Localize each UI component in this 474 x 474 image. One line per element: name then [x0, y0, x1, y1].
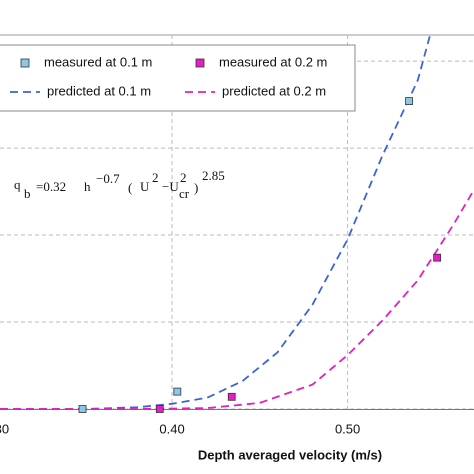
legend-label: predicted at 0.2 m: [222, 83, 326, 98]
x-tick-label: 0.30: [0, 421, 9, 436]
x-axis-label: Depth averaged velocity (m/s): [198, 447, 382, 462]
legend-label: predicted at 0.1 m: [47, 83, 151, 98]
eq-text: −U: [162, 179, 179, 194]
legend-label: measured at 0.1 m: [44, 54, 152, 69]
eq-text: 2.85: [202, 168, 225, 183]
x-tick-label: 0.40: [159, 421, 184, 436]
eq-text: (: [128, 180, 132, 195]
legend-marker: [195, 58, 205, 68]
line: [0, 189, 474, 410]
legend-box: [0, 44, 356, 112]
point: [173, 387, 182, 396]
equation: q b =0.32 h −0.7 ( U 2 −U 2 cr ) 2.85: [14, 168, 225, 201]
point: [78, 405, 87, 413]
point: [155, 405, 164, 413]
eq-text: =0.32: [36, 179, 66, 194]
eq-text: 2: [180, 170, 187, 185]
point: [405, 97, 413, 106]
eq-text: ): [194, 180, 198, 195]
eq-text: b: [24, 186, 31, 201]
eq-text: U: [140, 179, 150, 194]
eq-text: cr: [179, 186, 190, 201]
x-tick-label: 0.50: [335, 421, 360, 436]
point: [433, 253, 442, 262]
eq-text: h: [84, 179, 91, 194]
eq-text: −0.7: [96, 171, 120, 186]
eq-text: q: [14, 177, 21, 192]
eq-text: 2: [152, 170, 159, 185]
legend-marker: [20, 58, 30, 68]
legend-label: measured at 0.2 m: [219, 54, 327, 69]
point: [227, 392, 236, 401]
